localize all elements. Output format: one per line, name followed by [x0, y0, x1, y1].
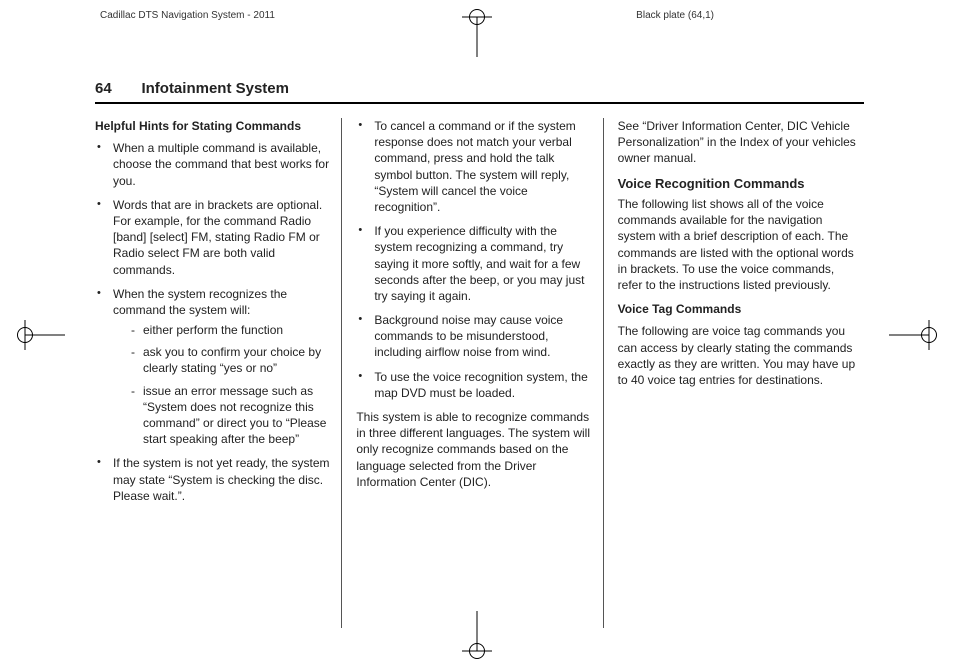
col2-paragraph: This system is able to recognize command… — [356, 409, 594, 490]
reg-mark-top — [462, 2, 492, 32]
list-item: If the system is not yet ready, the syst… — [95, 455, 333, 504]
page-header: 64 Infotainment System — [95, 80, 864, 104]
list-item-text: When the system recognizes the command t… — [113, 287, 287, 317]
col1-sub-dashes: either perform the function ask you to c… — [131, 322, 333, 447]
list-item: either perform the function — [131, 322, 333, 338]
col1-bullets: When a multiple command is available, ch… — [95, 140, 333, 504]
doc-title-right: Black plate (64,1) — [636, 10, 714, 21]
col3-heading-2: Voice Tag Commands — [618, 301, 856, 317]
page-root: Cadillac DTS Navigation System - 2011 Bl… — [0, 0, 954, 668]
col2-bullets: To cancel a command or if the system res… — [356, 118, 594, 401]
page-title: Infotainment System — [141, 80, 289, 97]
column-2: To cancel a command or if the system res… — [341, 118, 602, 628]
body-columns: Helpful Hints for Stating Commands When … — [95, 118, 864, 628]
reg-mark-left — [10, 320, 40, 350]
column-1: Helpful Hints for Stating Commands When … — [95, 118, 341, 628]
list-item: To use the voice recognition system, the… — [356, 369, 594, 401]
list-item: If you experience difficulty with the sy… — [356, 223, 594, 304]
list-item: When a multiple command is available, ch… — [95, 140, 333, 189]
col3-para-3: The following are voice tag commands you… — [618, 323, 856, 388]
col3-para-2: The following list shows all of the voic… — [618, 196, 856, 293]
col1-heading: Helpful Hints for Stating Commands — [95, 118, 333, 134]
list-item: Words that are in brackets are optional.… — [95, 197, 333, 278]
list-item: To cancel a command or if the system res… — [356, 118, 594, 215]
col3-para-1: See “Driver Information Center, DIC Vehi… — [618, 118, 856, 167]
list-item: issue an error message such as “System d… — [131, 383, 333, 448]
reg-mark-bottom — [462, 636, 492, 666]
page-number: 64 — [95, 80, 137, 97]
reg-mark-right — [914, 320, 944, 350]
list-item: ask you to confirm your choice by clearl… — [131, 344, 333, 376]
column-3: See “Driver Information Center, DIC Vehi… — [603, 118, 864, 628]
doc-title-left: Cadillac DTS Navigation System - 2011 — [100, 10, 275, 21]
list-item: Background noise may cause voice command… — [356, 312, 594, 361]
list-item: When the system recognizes the command t… — [95, 286, 333, 448]
col3-heading-1: Voice Recognition Commands — [618, 175, 856, 193]
